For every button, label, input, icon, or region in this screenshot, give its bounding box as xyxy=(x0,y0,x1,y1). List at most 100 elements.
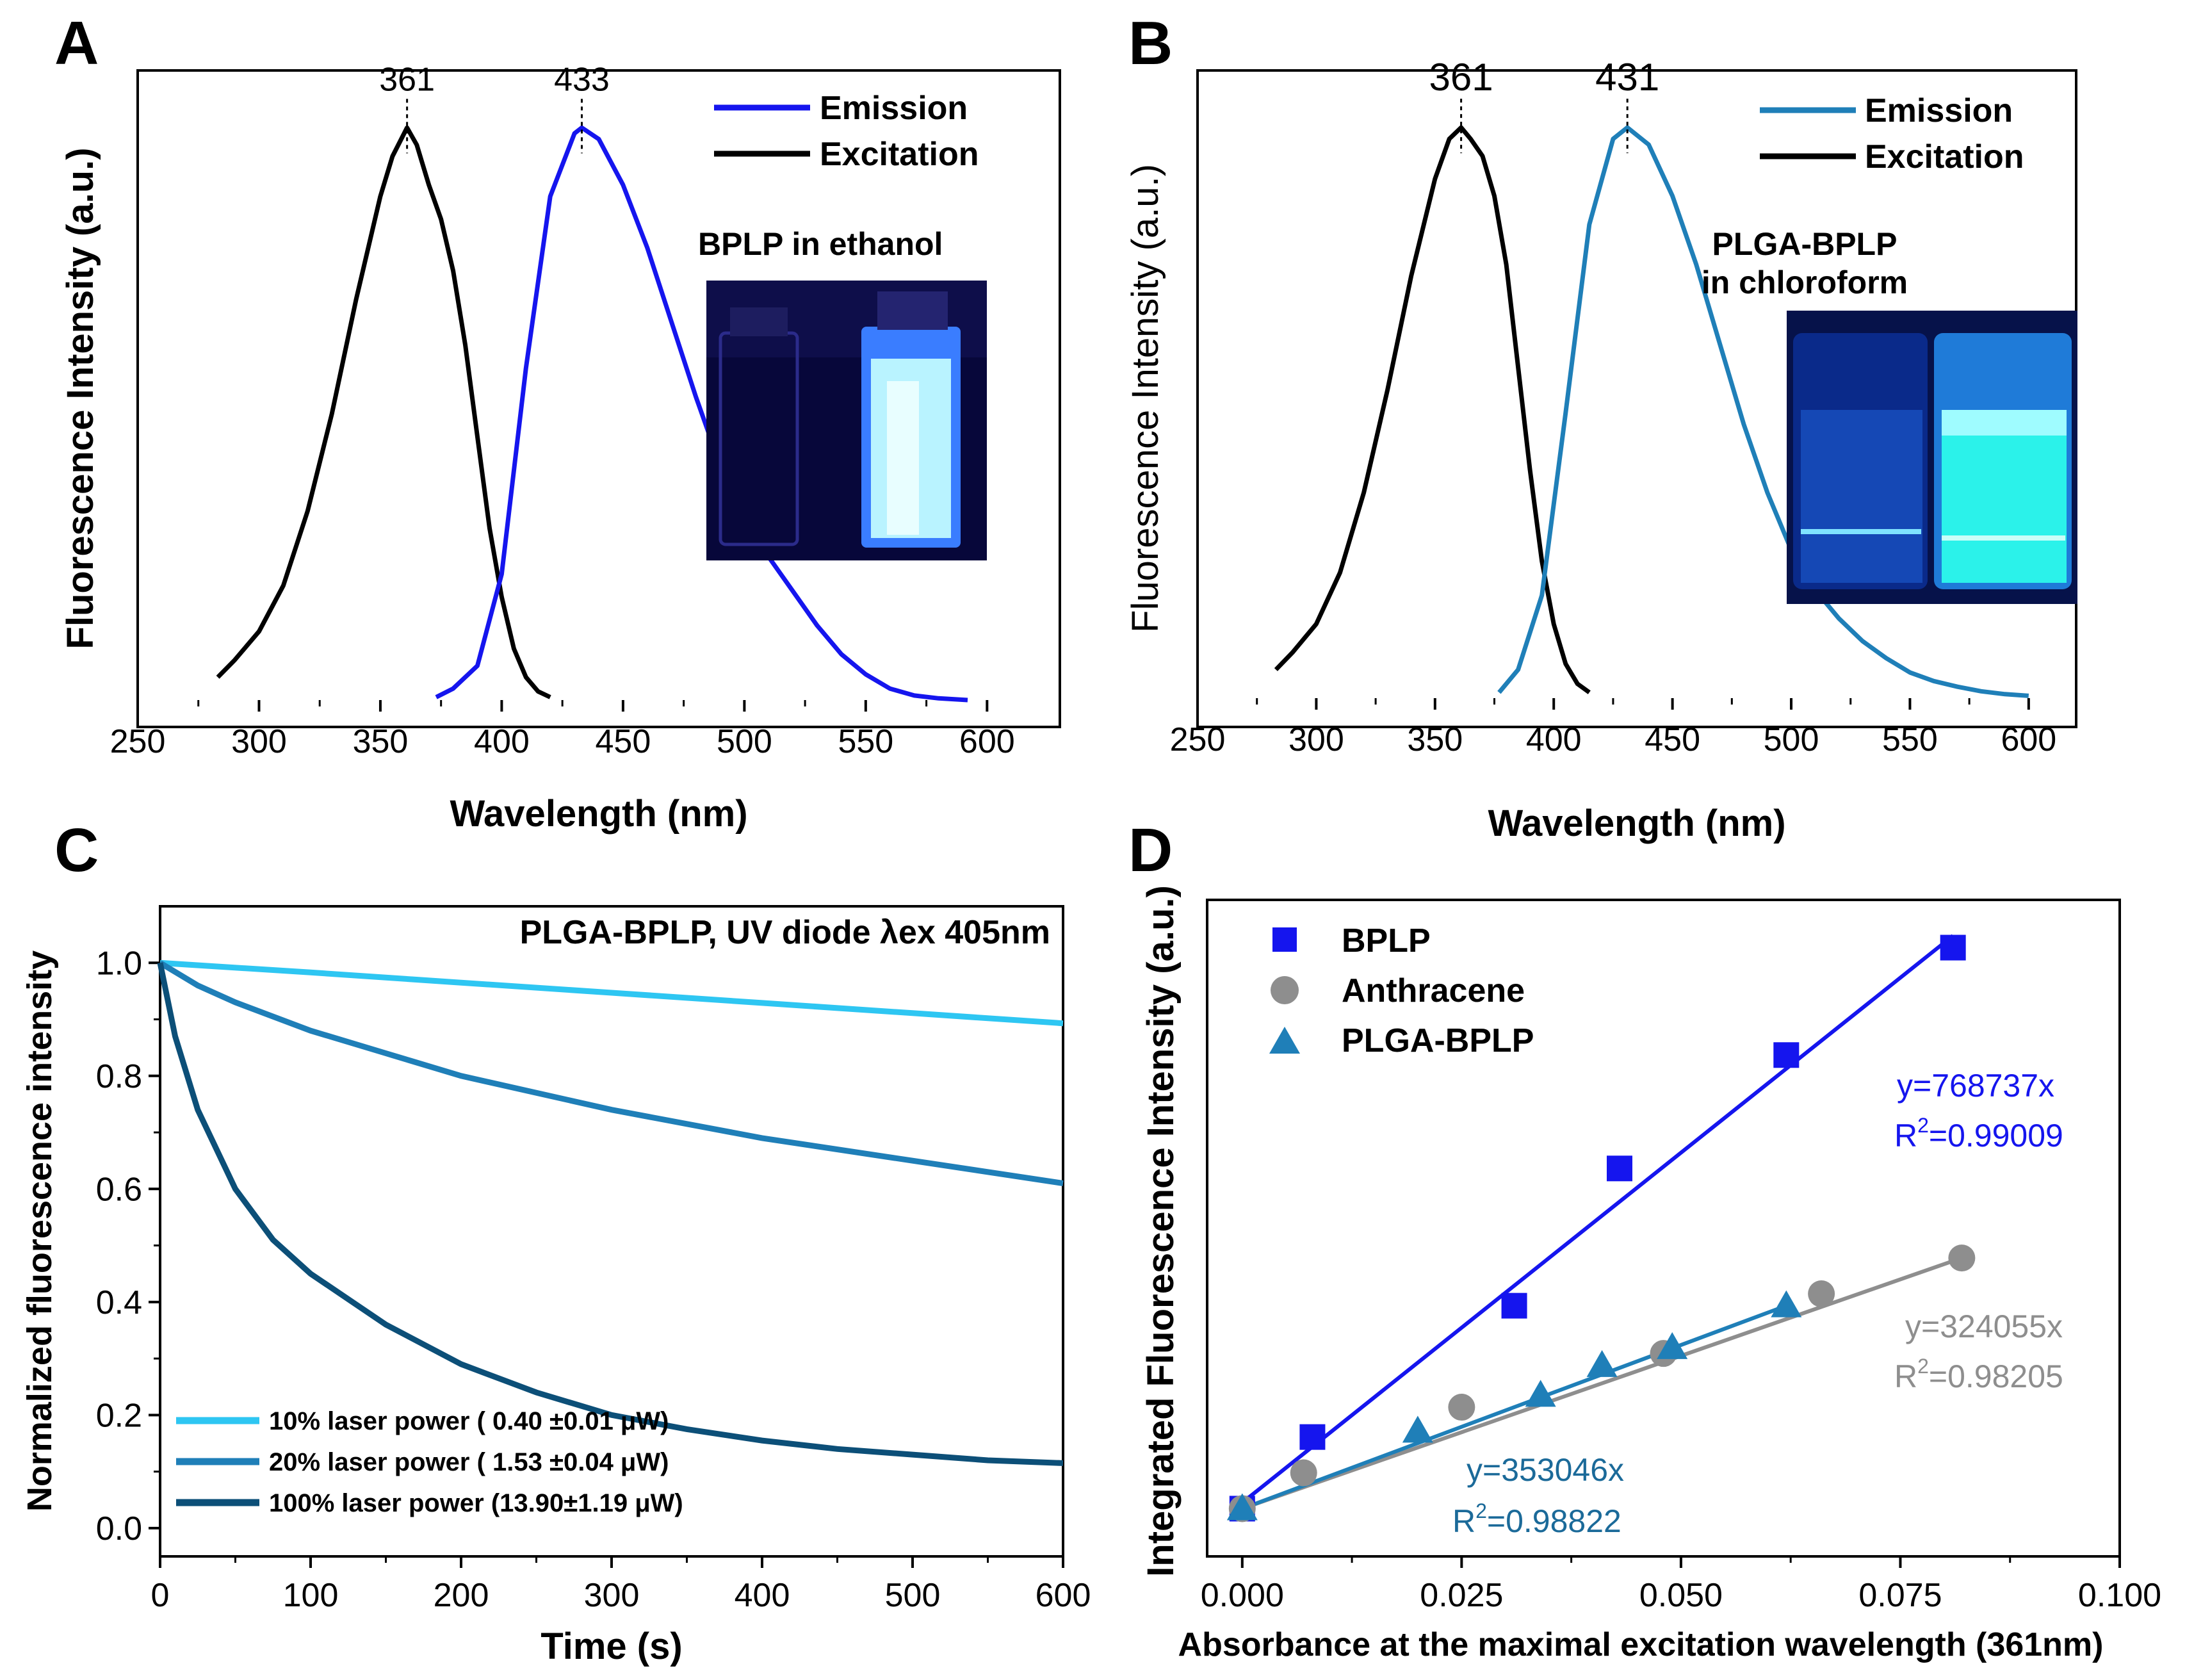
panel-b-emission-line xyxy=(1497,125,2029,698)
panel-d-x-ticks xyxy=(1240,1556,2121,1568)
panel-c-x-tick-label: 0 xyxy=(151,1577,170,1614)
panel-c-x-tick-label: 200 xyxy=(434,1577,489,1614)
panel-c-y-tick-label: 0.4 xyxy=(96,1284,142,1321)
panel-b-tick-label: 350 xyxy=(1407,721,1463,758)
panel-d-legend-swatch-bplp xyxy=(1272,927,1297,952)
panel-b-tick-label: 450 xyxy=(1645,721,1700,758)
panel-c-legend-20pct: 20% laser power ( 1.53 ±0.04 μW) xyxy=(269,1448,669,1476)
panel-d-point-anthracene xyxy=(1948,1244,1976,1272)
panel-d-r2-bplp: R2=0.99009 xyxy=(1894,1114,2063,1154)
panel-d-fit-lines xyxy=(1240,934,1963,1511)
panel-b-x-ticks xyxy=(1196,698,2030,710)
panel-d-point-anthracene xyxy=(1448,1394,1475,1421)
panel-d-r2-anthracene: R2=0.98205 xyxy=(1894,1355,2063,1394)
panel-d-x-tick-label: 0.050 xyxy=(1639,1577,1723,1614)
panel-d-x-tick-label: 0.075 xyxy=(1858,1577,1942,1614)
panel-b-tick-label: 550 xyxy=(1882,721,1938,758)
panel-a-xlabel: Wavelength (nm) xyxy=(450,793,747,835)
panel-c-y-tick-label: 0.2 xyxy=(96,1397,142,1434)
panel-d-legend-anthracene: Anthracene xyxy=(1342,972,1525,1009)
panel-d-ylabel: Integrated Fluorescence Intensity (a.u.) xyxy=(1140,885,1182,1577)
panel-d-point-plga-bplp xyxy=(1771,1290,1802,1317)
panel-c-y-tick-label: 1.0 xyxy=(96,945,142,982)
panel-d-fit-anthracene xyxy=(1241,1256,1963,1511)
panel-d-point-bplp xyxy=(1773,1042,1800,1068)
panel-d-point-plga-bplp xyxy=(1525,1380,1556,1407)
panel-d-legend-bplp: BPLP xyxy=(1342,922,1431,959)
panel-d-point-plga-bplp xyxy=(1586,1350,1618,1377)
panel-c-x-tick-label: 400 xyxy=(735,1577,790,1614)
panel-b-tick-label: 600 xyxy=(2001,721,2056,758)
panel-c-line-20pct xyxy=(158,960,1064,1186)
panel-d-xlabel: Absorbance at the maximal excitation wav… xyxy=(1178,1626,2104,1663)
panel-d-legend-plga-bplp: PLGA-BPLP xyxy=(1342,1022,1534,1059)
panel-b-ylabel: Fluorescence Intensity (a.u.) xyxy=(1125,164,1166,633)
panel-a-peak-label-433: 433 xyxy=(554,61,610,98)
panel-a-excitation-line xyxy=(216,125,551,699)
panel-c-line-10pct xyxy=(159,959,1064,1027)
panel-label-c: C xyxy=(54,816,99,885)
panel-d-point-plga-bplp xyxy=(1402,1415,1433,1443)
panel-c-ticks xyxy=(149,961,1064,1568)
panel-b-tick-label: 500 xyxy=(1764,721,1819,758)
panel-d-x-tick-label: 0.000 xyxy=(1201,1577,1284,1614)
panel-a-tick-label: 500 xyxy=(717,723,772,760)
panel-a-legend-excitation: Excitation xyxy=(820,136,979,173)
panel-c: Normalized fluorescence intensity Time (… xyxy=(20,905,1091,1667)
panel-d-x-tick-labels: 0.000 0.025 0.050 0.075 0.100 xyxy=(1201,1577,2161,1614)
panel-label-d: D xyxy=(1128,816,1173,885)
panel-b-legend-emission: Emission xyxy=(1865,92,2013,129)
panel-d-fit-bplp xyxy=(1240,934,1954,1505)
panel-a-inset-photo xyxy=(706,281,987,560)
panel-c-x-tick-label: 300 xyxy=(584,1577,640,1614)
panel-a: Fluorescence Intensity (a.u.) Wavelength… xyxy=(60,61,1061,835)
panel-a-x-tick-labels: 250 300 350 400 450 500 550 600 xyxy=(110,723,1015,760)
panel-c-line-100pct xyxy=(157,962,1064,1466)
panel-d-fit-plga-bplp xyxy=(1241,1303,1787,1511)
panel-c-y-tick-label: 0.0 xyxy=(96,1510,142,1547)
panel-d-point-plga-bplp xyxy=(1226,1493,1258,1521)
panel-b-inset-photo xyxy=(1787,311,2077,604)
panel-c-x-tick-label: 600 xyxy=(1036,1577,1091,1614)
panel-a-x-ticks xyxy=(136,700,989,712)
panel-b-inset-title-line2: in chloroform xyxy=(1702,265,1908,300)
panel-c-legend-10pct: 10% laser power ( 0.40 ±0.01 μW) xyxy=(269,1407,669,1435)
panel-a-tick-label: 550 xyxy=(838,723,893,760)
panel-d-frame xyxy=(1206,899,2121,1558)
panel-d-point-bplp xyxy=(1501,1293,1527,1319)
panel-a-peak-label-361: 361 xyxy=(379,61,435,98)
panel-c-x-tick-label: 500 xyxy=(885,1577,941,1614)
panel-a-tick-label: 400 xyxy=(474,723,530,760)
panel-d-x-tick-label: 0.100 xyxy=(2078,1577,2161,1614)
panel-c-title: PLGA-BPLP, UV diode λex 405nm xyxy=(520,914,1050,951)
panel-b-inset-title-line1: PLGA-BPLP xyxy=(1712,226,1897,262)
panel-d-point-anthracene xyxy=(1290,1459,1317,1487)
panel-b: Fluorescence Intensity (a.u.) Wavelength… xyxy=(1125,56,2077,844)
panel-a-tick-label: 450 xyxy=(596,723,651,760)
panel-d: Integrated Fluorescence Intensity (a.u.)… xyxy=(1140,885,2161,1663)
panel-c-y-tick-label: 0.8 xyxy=(96,1058,142,1095)
panel-d-equation-bplp: y=768737x xyxy=(1897,1068,2054,1104)
panel-c-x-tick-labels: 0 100 200 300 400 500 600 xyxy=(151,1577,1091,1614)
panel-b-peak-label-431: 431 xyxy=(1595,56,1659,99)
panel-c-y-tick-label: 0.6 xyxy=(96,1171,142,1208)
panel-d-r2-plga-bplp: R2=0.98822 xyxy=(1452,1499,1621,1539)
panel-a-ylabel: Fluorescence Intensity (a.u.) xyxy=(60,147,101,649)
panel-a-tick-label: 350 xyxy=(353,723,409,760)
panel-d-equation-anthracene: y=324055x xyxy=(1905,1309,2063,1344)
panel-d-point-bplp xyxy=(1606,1155,1632,1182)
panel-b-xlabel: Wavelength (nm) xyxy=(1488,803,1785,844)
panel-label-b: B xyxy=(1128,9,1173,77)
panel-b-excitation-line xyxy=(1274,125,1591,694)
panel-d-equation-plga-bplp: y=353046x xyxy=(1467,1452,1624,1488)
panel-c-y-tick-labels: 0.0 0.2 0.4 0.6 0.8 1.0 xyxy=(96,945,142,1547)
panel-a-tick-label: 250 xyxy=(110,723,166,760)
panel-b-tick-label: 300 xyxy=(1288,721,1344,758)
panel-b-tick-label: 400 xyxy=(1526,721,1582,758)
panel-d-points xyxy=(1226,934,1976,1522)
panel-d-point-bplp xyxy=(1940,934,1966,961)
panel-a-tick-label: 300 xyxy=(231,723,287,760)
panel-d-point-plga-bplp xyxy=(1657,1332,1688,1359)
panel-a-frame xyxy=(136,69,1061,728)
panel-a-tick-label: 600 xyxy=(959,723,1015,760)
